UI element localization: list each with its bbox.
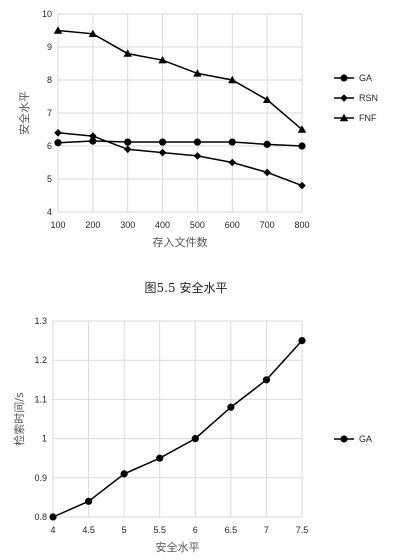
x-tick-label: 600 <box>225 220 240 230</box>
x-tick-label: 800 <box>294 220 309 230</box>
y-axis-label: 检索时间/s <box>12 392 26 446</box>
x-tick-label: 5.5 <box>153 525 166 535</box>
x-tick-label: 6 <box>193 525 198 535</box>
legend-label-fnf: FNF <box>359 113 377 123</box>
y-tick-label: 9 <box>47 42 52 52</box>
data-point-fnf <box>193 69 202 77</box>
x-tick-label: 500 <box>190 220 205 230</box>
data-point-fnf <box>158 56 167 64</box>
data-point-ga <box>89 137 97 145</box>
data-point-ga <box>228 138 236 146</box>
data-point-rsn <box>298 181 306 190</box>
y-tick-label: 0.9 <box>34 473 47 483</box>
x-axis-label: 安全水平 <box>156 540 200 554</box>
x-tick-label: 300 <box>120 220 135 230</box>
x-tick-label: 4.5 <box>82 525 95 535</box>
y-tick-label: 1.3 <box>34 316 47 326</box>
legend-marker-fnf <box>339 113 349 122</box>
legend-marker-rsn <box>340 94 348 102</box>
series-line-ga <box>52 340 303 518</box>
data-point-fnf <box>262 95 272 103</box>
y-tick-label: 10 <box>42 9 52 19</box>
data-point-rsn <box>89 132 97 140</box>
data-point-ga <box>298 142 306 150</box>
data-point-rsn <box>263 168 271 177</box>
legend-label-ga: GA <box>359 73 372 83</box>
legend-label-rsn: RSN <box>359 93 378 103</box>
data-point-ga <box>158 138 167 146</box>
series-line-fnf <box>57 29 303 131</box>
y-axis-label: 安全水平 <box>17 91 31 135</box>
series-line-rsn <box>57 132 303 187</box>
y-tick-label: 6 <box>47 141 52 151</box>
x-tick-label: 100 <box>50 220 65 230</box>
data-point-ga <box>120 470 128 478</box>
x-tick-label: 7.5 <box>296 525 309 535</box>
data-point-ga <box>262 376 271 384</box>
x-axis-label: 存入文件数 <box>153 235 208 249</box>
y-tick-label: 7 <box>47 108 52 118</box>
legend-marker-ga <box>340 74 348 82</box>
data-point-rsn <box>123 145 132 154</box>
data-point-ga <box>124 138 132 146</box>
data-point-ga <box>227 403 235 411</box>
y-tick-label: 0.8 <box>34 512 47 522</box>
data-point-ga <box>191 435 199 443</box>
y-tick-label: 8 <box>47 75 52 85</box>
series-line-ga <box>57 140 303 147</box>
data-point-ga <box>49 513 57 521</box>
y-tick-label: 1.2 <box>34 355 47 365</box>
x-tick-label: 7 <box>264 525 269 535</box>
y-tick-label: 5 <box>47 174 52 184</box>
data-point-fnf <box>88 29 98 37</box>
x-tick-label: 400 <box>155 220 170 230</box>
figure-caption: 图5.5 安全水平 <box>145 280 228 295</box>
x-tick-label: 5 <box>122 525 127 535</box>
data-point-rsn <box>54 129 62 137</box>
x-tick-label: 6.5 <box>225 525 238 535</box>
data-point-fnf <box>123 49 132 57</box>
data-point-ga <box>54 139 62 147</box>
data-point-ga <box>263 140 271 148</box>
data-point-ga <box>156 454 164 462</box>
data-point-rsn <box>193 152 202 160</box>
x-tick-label: 700 <box>260 220 275 230</box>
data-point-ga <box>84 497 93 505</box>
y-tick-label: 1 <box>42 434 47 444</box>
data-point-fnf <box>297 125 307 133</box>
x-tick-label: 4 <box>50 525 55 535</box>
data-point-ga <box>193 138 202 146</box>
data-point-rsn <box>158 148 167 157</box>
data-point-ga <box>298 337 306 345</box>
data-point-fnf <box>228 75 237 84</box>
legend-marker-ga <box>340 435 348 443</box>
legend-label-ga: GA <box>359 434 372 444</box>
chart-security-vs-files: 4 5 6 7 8 9 10 100 200 300 400 500 600 700 800 存入文件数 安全水… <box>17 9 378 249</box>
data-point-fnf <box>53 26 63 34</box>
y-tick-label: 4 <box>47 207 52 217</box>
chart-retrieval-time-vs-security: 0.8 0.9 1 1.1 1.2 1.3 4 4.5 5 5.5 6 6.5 7 7.5 安全水平 检索时间… <box>12 316 372 554</box>
data-point-rsn <box>228 158 237 167</box>
y-tick-label: 1.1 <box>34 394 47 404</box>
x-tick-label: 200 <box>85 220 100 230</box>
